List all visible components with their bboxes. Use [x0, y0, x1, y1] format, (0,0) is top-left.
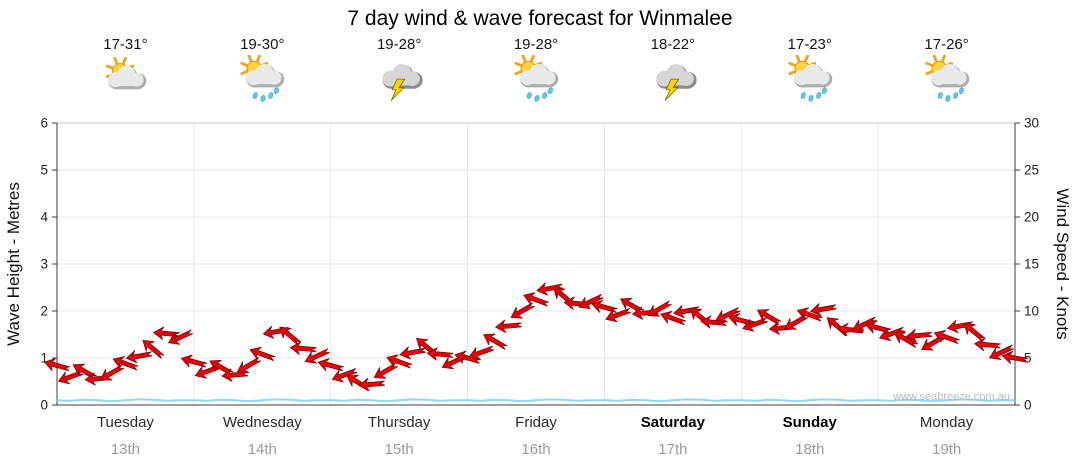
day-forecast-column: 17-26° [878, 36, 1015, 109]
svg-text:6: 6 [40, 116, 48, 131]
date-label: 14th [247, 441, 277, 458]
svg-text:15: 15 [1024, 257, 1039, 272]
storm-icon [645, 55, 701, 109]
svg-text:25: 25 [1024, 163, 1039, 178]
sun-showers-icon [234, 55, 290, 109]
sun-showers-icon [782, 55, 838, 109]
svg-text:2: 2 [40, 304, 48, 319]
date-label: 13th [110, 441, 141, 458]
svg-text:20: 20 [1024, 210, 1039, 225]
day-labels-row: Tuesday Wednesday Thursday Friday Saturd… [57, 414, 1015, 431]
date-label: 15th [384, 441, 414, 458]
day-label: Wednesday [222, 414, 302, 431]
date-label: 18th [795, 441, 825, 458]
sun-showers-icon [508, 55, 564, 109]
svg-text:10: 10 [1024, 304, 1039, 319]
partly-cloudy-icon [97, 55, 153, 109]
temperature-range: 19-28° [513, 36, 559, 53]
watermark: www.seabreeze.com.au [893, 391, 1010, 403]
svg-text:1: 1 [40, 351, 48, 366]
day-forecast-column: 17-23° [741, 36, 878, 109]
svg-text:0: 0 [40, 398, 48, 413]
day-label: Friday [515, 414, 557, 431]
temperature-range: 18-22° [650, 36, 696, 53]
page-title: 7 day wind & wave forecast for Winmalee [347, 7, 733, 30]
daily-forecast-row: 17-31° 19-30° 19-28° 19-28° 18-22° 17-23… [57, 36, 1015, 109]
day-forecast-column: 19-30° [194, 36, 331, 109]
day-label: Tuesday [96, 414, 154, 431]
svg-text:3: 3 [40, 257, 48, 272]
date-label: 19th [931, 441, 962, 458]
right-axis-label: Wind Speed - Knots [1053, 188, 1072, 340]
temperature-range: 19-30° [240, 36, 285, 53]
left-axis-label: Wave Height - Metres [4, 182, 23, 346]
day-forecast-column: 19-28° [331, 36, 468, 109]
day-label: Sunday [782, 414, 837, 431]
date-label: 16th [521, 441, 551, 458]
temperature-range: 17-26° [924, 36, 969, 53]
temperature-range: 17-31° [103, 36, 148, 53]
date-labels-row: 13th 14th 15th 16th 17th 18th 19th [57, 441, 1015, 458]
svg-text:0: 0 [1024, 398, 1032, 413]
day-forecast-column: 18-22° [604, 36, 741, 109]
day-forecast-column: 19-28° [468, 36, 605, 109]
day-label: Thursday [367, 414, 431, 431]
day-forecast-column: 17-31° [57, 36, 194, 109]
day-label: Monday [919, 414, 974, 431]
svg-text:30: 30 [1024, 116, 1039, 131]
temperature-range: 19-28° [376, 36, 422, 53]
day-label: Saturday [640, 414, 705, 431]
date-label: 17th [658, 441, 688, 458]
sun-showers-icon [919, 55, 975, 109]
storm-icon [371, 55, 427, 109]
svg-text:4: 4 [40, 210, 48, 225]
temperature-range: 17-23° [787, 36, 832, 53]
svg-text:5: 5 [40, 163, 48, 178]
